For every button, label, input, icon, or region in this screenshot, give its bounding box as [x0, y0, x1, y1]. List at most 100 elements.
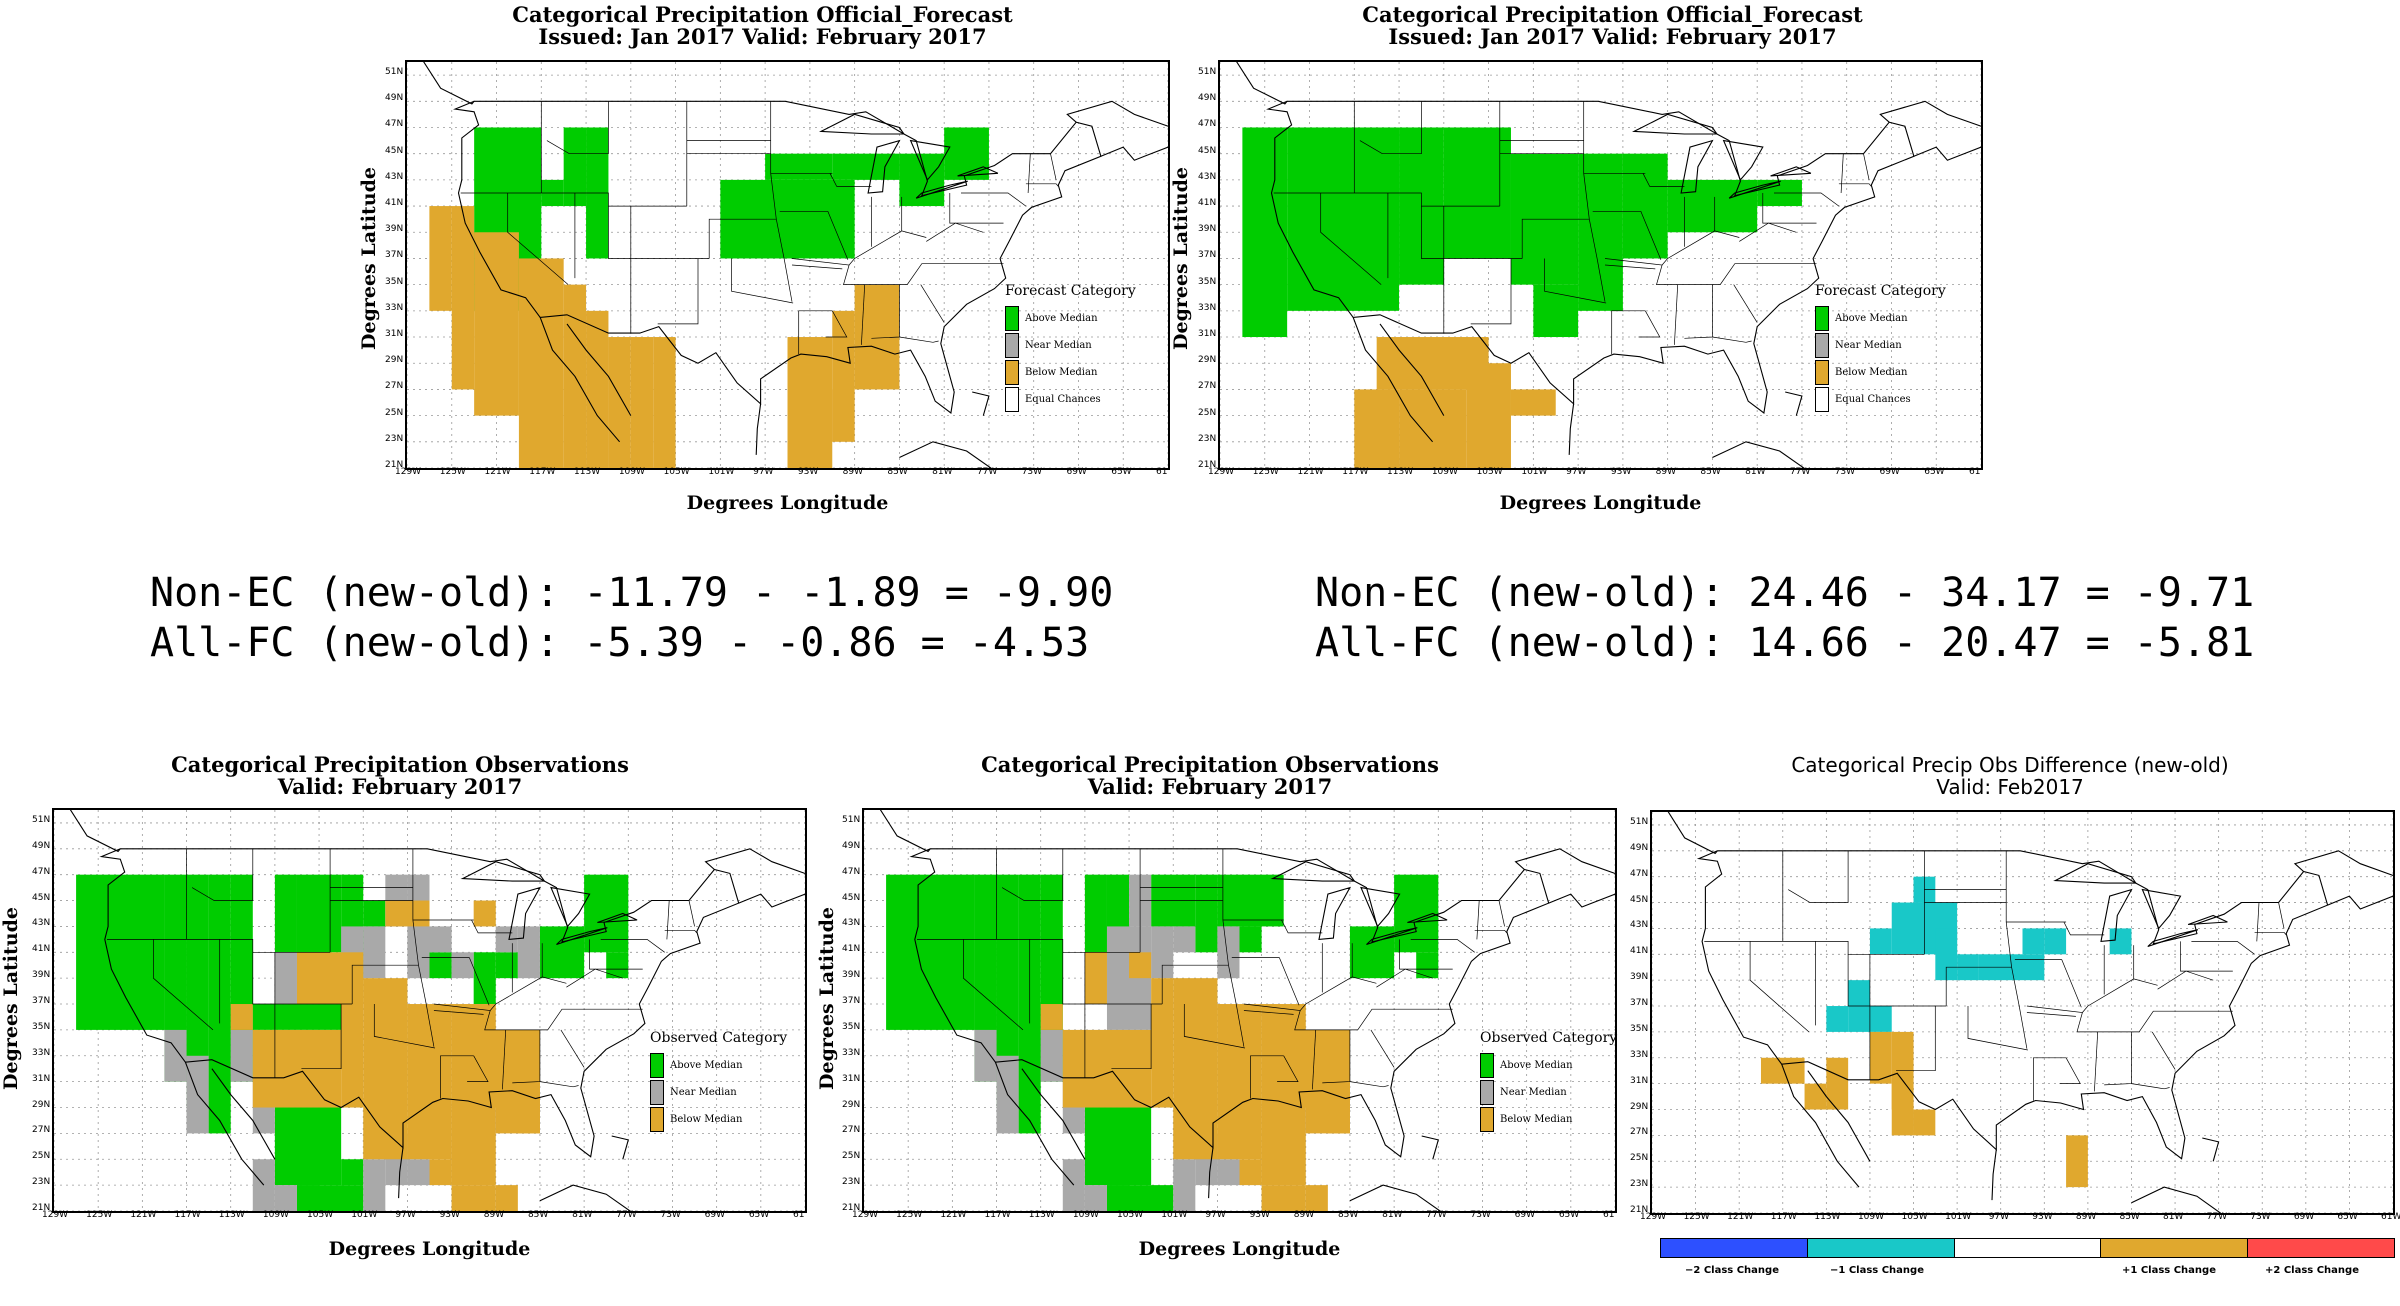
category-cell-m1 — [2044, 928, 2067, 955]
lat-tick-label: 41N — [1198, 198, 1217, 209]
lat-tick-label: 21N — [32, 1203, 51, 1213]
category-cell-G — [274, 952, 297, 1005]
lon-tick-label: 109W — [1431, 467, 1458, 477]
lon-tick-label: 61W — [2381, 1212, 2400, 1222]
state-border — [1278, 957, 1300, 1006]
category-cell-A — [274, 1107, 342, 1186]
state-border — [827, 211, 849, 260]
coastline — [539, 317, 621, 443]
lat-tick-label: 33N — [1198, 302, 1217, 313]
lon-tick-label: 89W — [1293, 1210, 1315, 1220]
lat-tick-label: 51N — [385, 67, 404, 78]
lon-tick-label: 81W — [1745, 467, 1766, 477]
great-lake — [2187, 914, 2228, 926]
state-border — [2059, 1057, 2081, 1084]
lat-tick-label: 35N — [842, 1021, 861, 1032]
category-cell-A — [1443, 127, 1511, 259]
lon-tick-label: 113W — [574, 467, 601, 477]
lat-tick-label: 47N — [1630, 868, 1649, 879]
state-border — [1638, 310, 1661, 338]
observed-legend: Observed Category Above Median Near Median… — [1480, 1030, 1617, 1133]
lon-tick-label: 121W — [940, 1210, 967, 1220]
lon-tick-label: 129W — [1640, 1212, 1667, 1222]
category-cell-A — [1622, 153, 1668, 259]
lon-tick-label: 89W — [842, 467, 863, 477]
category-cell-A — [1533, 284, 1579, 338]
legend-item: Above Median — [1815, 305, 1946, 332]
state-border — [688, 900, 695, 927]
stat-all-fc: All-FC (new-old): -5.39 - -0.86 = -4.53 — [150, 620, 1090, 666]
coastline — [566, 323, 632, 416]
lat-tick-label: 39N — [1198, 224, 1217, 235]
lat-tick-label: 41N — [1630, 946, 1649, 957]
state-border — [1945, 966, 2012, 1006]
lon-tick-label: 101W — [708, 467, 735, 477]
state-border — [373, 1004, 436, 1049]
category-cell-B — [385, 900, 430, 927]
lat-tick-label: 45N — [1198, 145, 1217, 156]
coastline — [611, 1135, 629, 1160]
category-cell-A — [1084, 1107, 1152, 1186]
state-border — [1847, 954, 1947, 1007]
category-cell-B — [495, 1185, 518, 1211]
lat-tick-label: 23N — [842, 1177, 861, 1188]
state-border — [1299, 976, 1377, 1011]
state-border — [1320, 193, 1382, 285]
lat-tick-label: 47N — [842, 866, 861, 877]
lat-tick-label: 33N — [1630, 1049, 1649, 1060]
state-border — [191, 848, 254, 901]
lon-tick-label: 89W — [1655, 467, 1676, 477]
category-cell-m1 — [2022, 928, 2045, 955]
great-lake — [2147, 929, 2199, 948]
category-cell-B — [653, 337, 676, 468]
category-cell-G — [974, 1029, 997, 1082]
state-border — [1967, 1006, 2028, 1051]
category-cell-A — [252, 1004, 342, 1030]
state-border — [1661, 230, 1740, 266]
lat-tick-label: 25N — [1198, 407, 1217, 418]
state-border — [1161, 964, 1229, 1004]
great-lake — [1632, 113, 1718, 135]
category-cell-B — [518, 258, 564, 468]
us-outline — [1696, 850, 2329, 1160]
category-cell-G — [363, 926, 386, 979]
coastline — [398, 1147, 404, 1199]
category-cell-G — [1040, 1029, 1063, 1082]
state-border — [600, 939, 665, 953]
lon-tick-label: 77W — [976, 467, 998, 477]
state-border — [1674, 284, 1679, 345]
category-cell-p1 — [2066, 1135, 2088, 1188]
state-border — [949, 193, 1004, 224]
state-border — [657, 258, 699, 325]
category-cell-A — [1084, 874, 1107, 953]
lat-tick-label: 51N — [32, 814, 51, 825]
lat-tick-label: 35N — [1198, 276, 1217, 287]
state-border — [1183, 1004, 1246, 1049]
state-border — [899, 336, 939, 343]
coastline — [1421, 1135, 1439, 1160]
legend-swatch — [1005, 306, 1019, 331]
lat-tick-label: 39N — [842, 970, 861, 981]
lat-tick-label: 47N — [32, 866, 51, 877]
coastline — [1208, 1147, 1214, 1199]
map-svg — [1652, 812, 2393, 1213]
state-border — [566, 968, 623, 988]
legend-label: Below Median — [1835, 367, 1908, 378]
lon-tick-label: 69W — [1879, 467, 1900, 477]
state-border — [1604, 264, 1656, 270]
lon-tick-label: 113W — [1387, 467, 1414, 477]
lon-tick-label: 125W — [86, 1210, 113, 1220]
category-cell-A — [473, 952, 496, 1005]
state-border — [1684, 284, 1713, 339]
lon-tick-label: 69W — [2293, 1212, 2315, 1222]
state-border — [2094, 1031, 2099, 1092]
category-cell-m1 — [1869, 1006, 1892, 1032]
great-lake — [2053, 863, 2137, 884]
map-observed-old — [52, 808, 807, 1213]
state-border — [1840, 153, 1844, 194]
lon-tick-label: 93W — [797, 467, 819, 477]
category-cell-m1 — [1826, 1006, 1849, 1032]
lon-tick-label: 105W — [1901, 1212, 1928, 1222]
legend-item: Near Median — [650, 1079, 787, 1106]
state-border — [2191, 941, 2255, 955]
